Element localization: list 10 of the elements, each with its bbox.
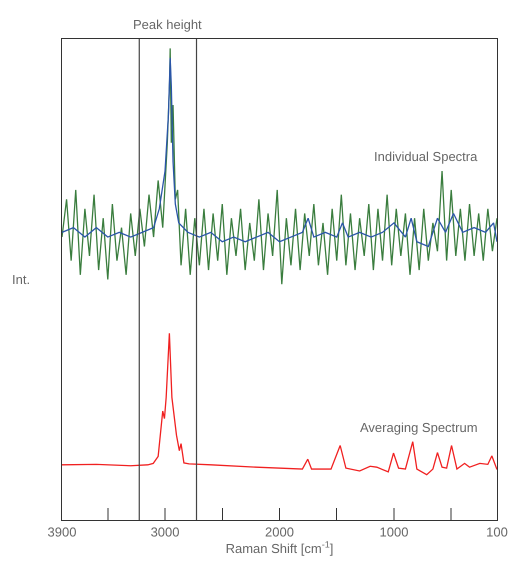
series-label: Individual Spectra	[374, 149, 478, 164]
x-axis-title: Raman Shift [cm$^{-1}$]	[226, 540, 334, 556]
y-axis-title: Int.	[12, 272, 30, 287]
x-tick-label: 1000	[380, 524, 408, 540]
text: Peak height	[133, 17, 202, 32]
x-tick-label: 100	[486, 524, 508, 540]
x-tick-label: 3900	[48, 524, 76, 540]
series-label: Averaging Spectrum	[360, 420, 478, 435]
x-tick-label: 3000	[150, 524, 180, 540]
x-tick-label: 2000	[265, 524, 294, 540]
